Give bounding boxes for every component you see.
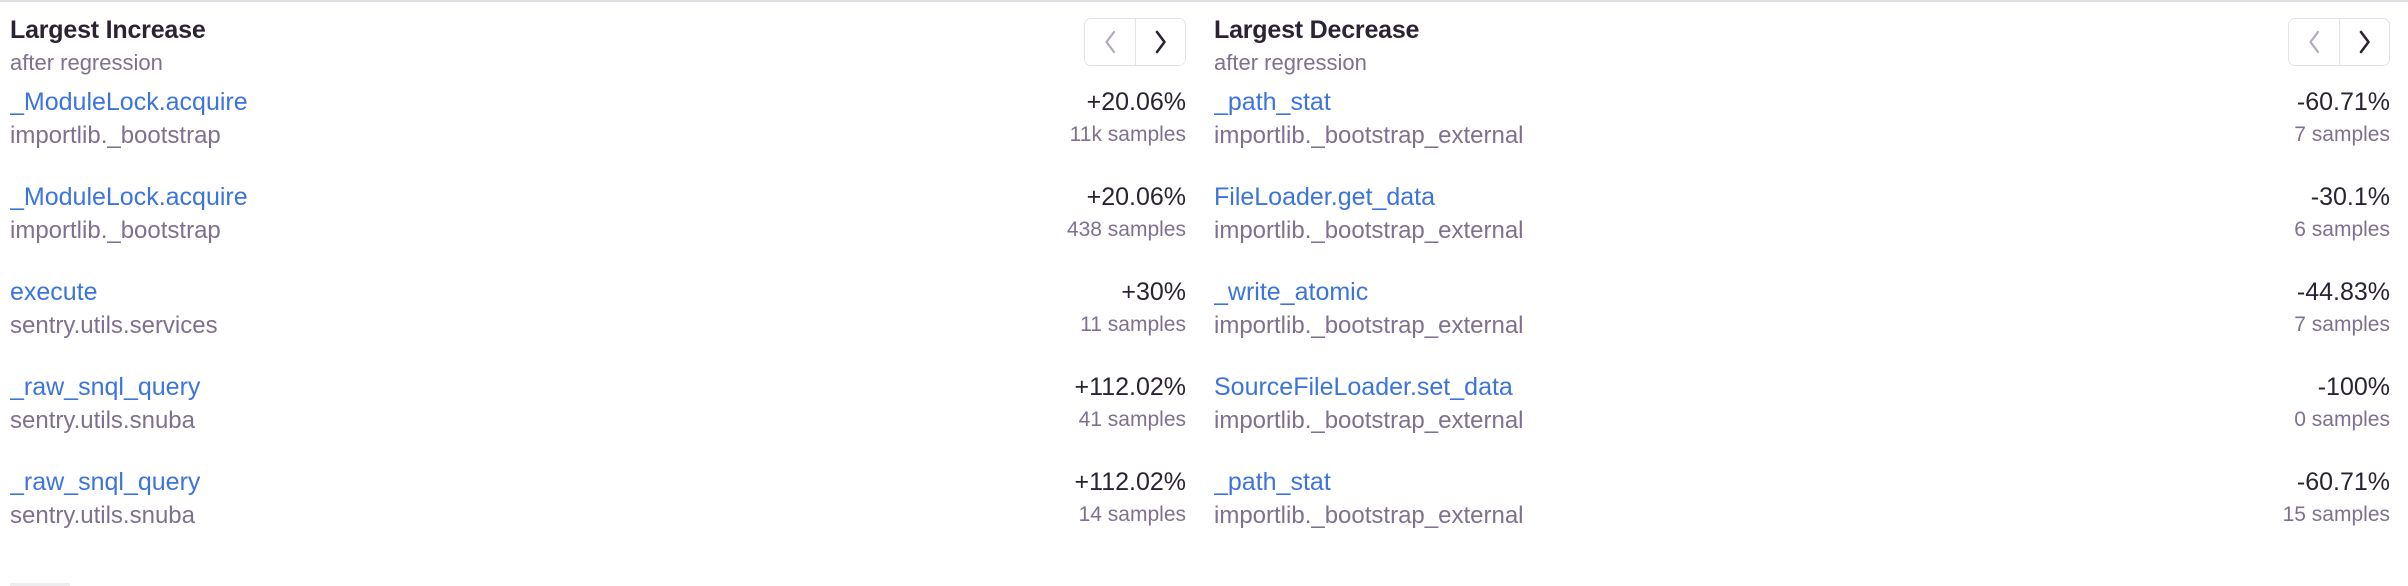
function-package: importlib._bootstrap_external (1214, 407, 1524, 434)
sample-count: 41 samples (1078, 408, 1186, 431)
function-name-link[interactable]: _raw_snql_query (10, 373, 201, 401)
function-name-link[interactable]: execute (10, 278, 98, 306)
function-metrics: +112.02% 14 samples (1051, 467, 1186, 527)
function-name-link[interactable]: _raw_snql_query (10, 468, 201, 496)
panel-subtitle: after regression (1214, 49, 1367, 75)
function-info: _path_stat importlib._bootstrap_external (1214, 467, 1524, 531)
chevron-right-icon (1152, 29, 1169, 55)
sample-count: 6 samples (2294, 218, 2390, 241)
function-name-link[interactable]: _path_stat (1214, 468, 1331, 496)
chevron-left-icon (1102, 29, 1119, 55)
function-name-link[interactable]: FileLoader.get_data (1214, 183, 1436, 211)
function-package: sentry.utils.services (10, 312, 218, 339)
function-package: sentry.utils.snuba (10, 407, 195, 434)
function-package: importlib._bootstrap (10, 122, 221, 149)
list-item[interactable]: _path_stat importlib._bootstrap_external… (1214, 464, 2390, 559)
panel-header-titles: Largest Decrease after regression (1214, 16, 1419, 76)
function-metrics: -30.1% 6 samples (2270, 182, 2390, 242)
delta-value: +112.02% (1074, 373, 1186, 401)
list-item[interactable]: _ModuleLock.acquire importlib._bootstrap… (10, 179, 1186, 274)
largest-decrease-panel: Largest Decrease after regression (1204, 2, 2408, 586)
sample-count: 15 samples (2282, 503, 2390, 526)
function-package: importlib._bootstrap (10, 217, 221, 244)
function-info: _write_atomic importlib._bootstrap_exter… (1214, 277, 1524, 341)
function-name-link[interactable]: _write_atomic (1214, 278, 1369, 306)
pagination-controls (2288, 18, 2390, 66)
list-item[interactable]: _raw_snql_query sentry.utils.snuba +112.… (10, 369, 1186, 464)
function-name-link[interactable]: SourceFileLoader.set_data (1214, 373, 1513, 401)
sample-count: 11k samples (1069, 123, 1186, 146)
pagination-controls (1084, 18, 1186, 66)
list-item[interactable]: _path_stat importlib._bootstrap_external… (1214, 84, 2390, 179)
function-name-link[interactable]: _ModuleLock.acquire (10, 88, 248, 116)
function-info: execute sentry.utils.services (10, 277, 218, 341)
list-item[interactable]: _raw_snql_query sentry.utils.snuba +112.… (10, 464, 1186, 559)
list-item[interactable]: _ModuleLock.acquire importlib._bootstrap… (10, 84, 1186, 179)
delta-value: +20.06% (1086, 183, 1186, 211)
function-info: _path_stat importlib._bootstrap_external (1214, 87, 1524, 151)
delta-value: -30.1% (2310, 183, 2390, 211)
sample-count: 14 samples (1078, 503, 1186, 526)
function-info: _ModuleLock.acquire importlib._bootstrap (10, 87, 248, 151)
delta-value: -44.83% (2296, 278, 2390, 306)
panel-subtitle: after regression (10, 49, 163, 75)
previous-page-button[interactable] (1085, 19, 1135, 65)
function-metrics: -100% 0 samples (2270, 372, 2390, 432)
panel-header: Largest Increase after regression (10, 2, 1186, 84)
clipped-row-indicator (10, 583, 70, 586)
sample-count: 438 samples (1066, 218, 1186, 241)
function-package: importlib._bootstrap_external (1214, 502, 1524, 529)
function-package: importlib._bootstrap_external (1214, 217, 1524, 244)
sample-count: 7 samples (2294, 123, 2390, 146)
panel-header-titles: Largest Increase after regression (10, 16, 206, 76)
sample-count: 0 samples (2294, 408, 2390, 431)
chevron-left-icon (2306, 29, 2323, 55)
list-item[interactable]: _write_atomic importlib._bootstrap_exter… (1214, 274, 2390, 369)
previous-page-button[interactable] (2289, 19, 2339, 65)
function-name-link[interactable]: _ModuleLock.acquire (10, 183, 248, 211)
next-page-button[interactable] (1135, 19, 1185, 65)
function-info: _raw_snql_query sentry.utils.snuba (10, 467, 200, 531)
largest-increase-panel: Largest Increase after regression (0, 2, 1204, 586)
function-list: _ModuleLock.acquire importlib._bootstrap… (10, 84, 1186, 559)
function-metrics: -44.83% 7 samples (2270, 277, 2390, 337)
function-package: importlib._bootstrap_external (1214, 312, 1524, 339)
panel-title: Largest Increase (10, 16, 206, 44)
panel-title: Largest Decrease (1214, 16, 1420, 44)
function-metrics: +20.06% 438 samples (1043, 182, 1186, 242)
function-name-link[interactable]: _path_stat (1214, 88, 1331, 116)
function-metrics: +20.06% 11k samples (1046, 87, 1186, 147)
function-metrics: +112.02% 41 samples (1051, 372, 1186, 432)
delta-value: -60.71% (2296, 88, 2390, 116)
function-info: SourceFileLoader.set_data importlib._boo… (1214, 372, 1524, 436)
delta-value: +20.06% (1086, 88, 1186, 116)
function-package: importlib._bootstrap_external (1214, 122, 1524, 149)
panel-header: Largest Decrease after regression (1214, 2, 2390, 84)
function-metrics: -60.71% 15 samples (2259, 467, 2390, 527)
function-info: FileLoader.get_data importlib._bootstrap… (1214, 182, 1524, 246)
delta-value: -60.71% (2296, 468, 2390, 496)
chevron-right-icon (2356, 29, 2373, 55)
function-info: _ModuleLock.acquire importlib._bootstrap (10, 182, 248, 246)
sample-count: 7 samples (2294, 313, 2390, 336)
next-page-button[interactable] (2339, 19, 2389, 65)
sample-count: 11 samples (1080, 313, 1186, 336)
delta-value: +30% (1121, 278, 1186, 306)
list-item[interactable]: execute sentry.utils.services +30% 11 sa… (10, 274, 1186, 369)
function-package: sentry.utils.snuba (10, 502, 195, 529)
function-info: _raw_snql_query sentry.utils.snuba (10, 372, 200, 436)
function-metrics: -60.71% 7 samples (2270, 87, 2390, 147)
list-item[interactable]: FileLoader.get_data importlib._bootstrap… (1214, 179, 2390, 274)
delta-value: -100% (2317, 373, 2390, 401)
function-list: _path_stat importlib._bootstrap_external… (1214, 84, 2390, 559)
delta-value: +112.02% (1074, 468, 1186, 496)
list-item[interactable]: SourceFileLoader.set_data importlib._boo… (1214, 369, 2390, 464)
function-metrics: +30% 11 samples (1056, 277, 1186, 337)
